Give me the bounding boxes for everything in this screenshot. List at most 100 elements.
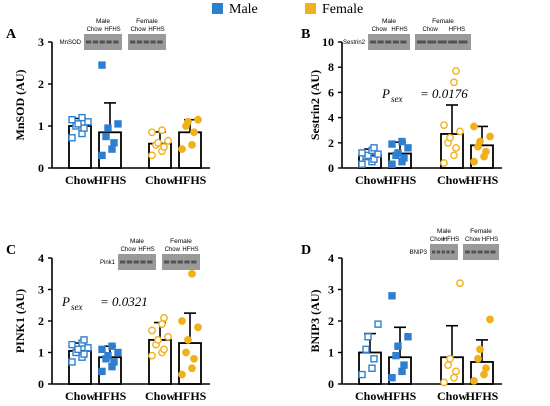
- data-point: [148, 128, 156, 137]
- blot-band: [448, 40, 458, 44]
- blot-band: [437, 40, 447, 44]
- data-point: [80, 350, 88, 358]
- y-tick-label: 2: [328, 136, 334, 150]
- blot-band: [370, 40, 377, 44]
- blot-band: [417, 40, 426, 44]
- data-point: [374, 150, 382, 158]
- blot-band: [385, 40, 392, 44]
- p-value: = 0.0321: [100, 294, 148, 309]
- data-point: [154, 335, 162, 344]
- data-point: [362, 345, 370, 354]
- data-point: [486, 315, 494, 324]
- blot-band: [400, 40, 407, 44]
- data-point: [74, 120, 82, 128]
- y-tick-label: 3: [328, 283, 334, 297]
- blot-band: [136, 40, 143, 44]
- data-point: [74, 345, 82, 354]
- data-point: [456, 127, 464, 136]
- data-point: [102, 132, 110, 141]
- y-tick-label: 1: [328, 346, 334, 360]
- y-tick-label: 0: [328, 161, 334, 175]
- data-point: [392, 351, 400, 360]
- x-tick-label: HFHS: [466, 389, 499, 403]
- data-point: [190, 128, 198, 137]
- y-axis-label: BNIP3 (AU): [308, 290, 322, 353]
- blot-lane-label: HFHS: [138, 247, 154, 253]
- blot-band: [133, 260, 139, 264]
- blot-protein-label: BNIP3: [410, 250, 428, 256]
- data-point: [160, 313, 168, 322]
- blot-sex-label: Female: [432, 18, 454, 25]
- blot-lane-label: Chow: [422, 27, 438, 33]
- data-point: [486, 132, 494, 141]
- blot-lane-label: Chow: [131, 27, 147, 33]
- data-point: [160, 143, 168, 151]
- data-point: [114, 120, 122, 128]
- data-point: [480, 370, 488, 379]
- data-point: [78, 113, 86, 122]
- y-tick-label: 0: [328, 377, 334, 391]
- data-point: [470, 376, 478, 385]
- blot-sex-label: Male: [130, 238, 144, 245]
- legend-label-male: Male: [229, 2, 258, 17]
- p-subscript: sex: [71, 302, 83, 312]
- y-axis-label: Sestrin2 (AU): [308, 70, 322, 140]
- data-point: [388, 140, 396, 148]
- data-point: [148, 151, 156, 160]
- blot-sex-label: Female: [136, 18, 158, 25]
- blot-band: [446, 250, 450, 254]
- data-point: [358, 149, 366, 157]
- blot-lane-label: HFHS: [148, 27, 164, 33]
- blot-band: [471, 250, 477, 254]
- data-point: [388, 160, 396, 168]
- data-point: [188, 140, 196, 149]
- blot-band: [130, 40, 136, 44]
- data-point: [98, 345, 106, 354]
- data-point: [440, 121, 448, 130]
- data-point: [404, 144, 412, 152]
- p-label: P: [61, 294, 70, 309]
- blot-lane-label: Chow: [372, 27, 388, 33]
- y-axis-label: PINK1 (AU): [13, 289, 27, 353]
- x-tick-label: HFHS: [94, 389, 127, 403]
- data-point: [158, 126, 166, 135]
- x-tick-label: HFHS: [466, 173, 499, 187]
- blot-sex-label: Male: [96, 18, 110, 25]
- legend: Male Female: [212, 2, 363, 17]
- data-point: [110, 358, 118, 366]
- data-point: [108, 342, 116, 350]
- data-point: [178, 317, 186, 325]
- y-tick-label: 4: [38, 251, 44, 265]
- data-point: [182, 348, 190, 357]
- data-point: [178, 370, 186, 379]
- data-point: [370, 355, 378, 363]
- blot-sex-label: Male: [382, 18, 396, 25]
- blot-band: [436, 250, 441, 254]
- data-point: [446, 354, 454, 363]
- data-point: [164, 332, 172, 341]
- data-point: [98, 367, 106, 376]
- blot-band: [392, 40, 399, 44]
- data-point: [370, 144, 378, 152]
- data-point: [368, 364, 376, 372]
- y-tick-label: 0: [38, 377, 44, 391]
- blot-band: [120, 260, 126, 264]
- data-point: [398, 367, 406, 376]
- data-point: [98, 151, 106, 160]
- data-point: [148, 351, 156, 360]
- data-point: [84, 118, 92, 126]
- data-point: [194, 323, 202, 332]
- data-point: [400, 361, 408, 369]
- y-tick-label: 0: [38, 161, 44, 175]
- blot-band: [92, 40, 99, 44]
- x-tick-label: Chow: [355, 173, 385, 187]
- blot-band: [150, 40, 156, 44]
- blot-lane-label: Chow: [121, 247, 137, 253]
- data-point: [440, 159, 448, 167]
- legend-swatch-female: [305, 3, 316, 14]
- y-tick-label: 2: [38, 77, 44, 91]
- blot-lane-label: Chow: [165, 247, 181, 253]
